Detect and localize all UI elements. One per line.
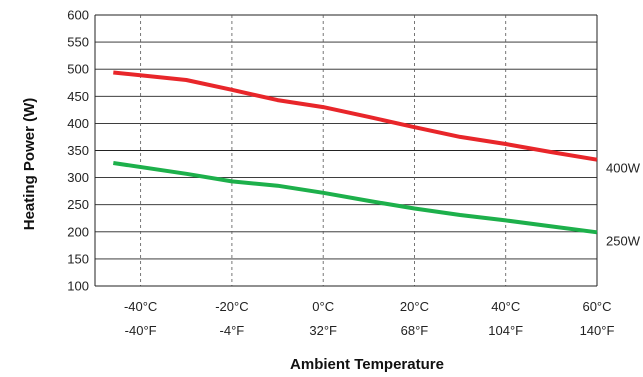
series-labels: 400W 250W bbox=[606, 161, 641, 249]
x-tick-label-celsius: -20°C bbox=[215, 299, 248, 314]
x-tick-label-fahrenheit: 140°F bbox=[580, 323, 615, 338]
series-label-250w: 250W bbox=[606, 233, 641, 248]
x-tick-label-celsius: -40°C bbox=[124, 299, 157, 314]
y-tick-label: 600 bbox=[67, 8, 89, 23]
y-tick-label: 200 bbox=[67, 224, 89, 239]
x-tick-labels: -40°C -40°F -20°C -4°F 0°C 32°F 20°C 68°F 40°C 10… bbox=[124, 299, 615, 338]
series-label-400w: 400W bbox=[606, 161, 641, 176]
x-tick-label-fahrenheit: -4°F bbox=[220, 323, 245, 338]
x-tick-label-celsius: 40°C bbox=[491, 299, 520, 314]
x-tick-label-celsius: 60°C bbox=[582, 299, 611, 314]
x-tick-label-fahrenheit: -40°F bbox=[125, 323, 157, 338]
x-tick-label-fahrenheit: 104°F bbox=[488, 323, 523, 338]
x-tick-label-celsius: 20°C bbox=[400, 299, 429, 314]
grid-lines bbox=[95, 14, 597, 287]
x-tick-label-fahrenheit: 68°F bbox=[401, 323, 429, 338]
axes bbox=[94, 15, 598, 287]
x-tick-label-celsius: 0°C bbox=[312, 299, 334, 314]
y-tick-label: 400 bbox=[67, 116, 89, 131]
y-tick-label: 450 bbox=[67, 89, 89, 104]
y-tick-label: 250 bbox=[67, 197, 89, 212]
y-tick-label: 500 bbox=[67, 62, 89, 77]
series-line-400w bbox=[113, 70, 598, 162]
x-tick-label-fahrenheit: 32°F bbox=[309, 323, 337, 338]
y-axis-label: Heating Power (W) bbox=[21, 98, 38, 231]
y-tick-label: 350 bbox=[67, 143, 89, 158]
y-tick-label: 100 bbox=[67, 279, 89, 294]
y-tick-label: 550 bbox=[67, 35, 89, 50]
series-lines bbox=[113, 70, 598, 235]
y-tick-labels: 100 150 200 250 300 350 400 450 500 550 600 bbox=[67, 8, 89, 294]
y-tick-label: 300 bbox=[67, 170, 89, 185]
x-axis-label: Ambient Temperature bbox=[290, 356, 444, 373]
y-tick-label: 150 bbox=[67, 251, 89, 266]
series-line-250w bbox=[113, 161, 598, 235]
